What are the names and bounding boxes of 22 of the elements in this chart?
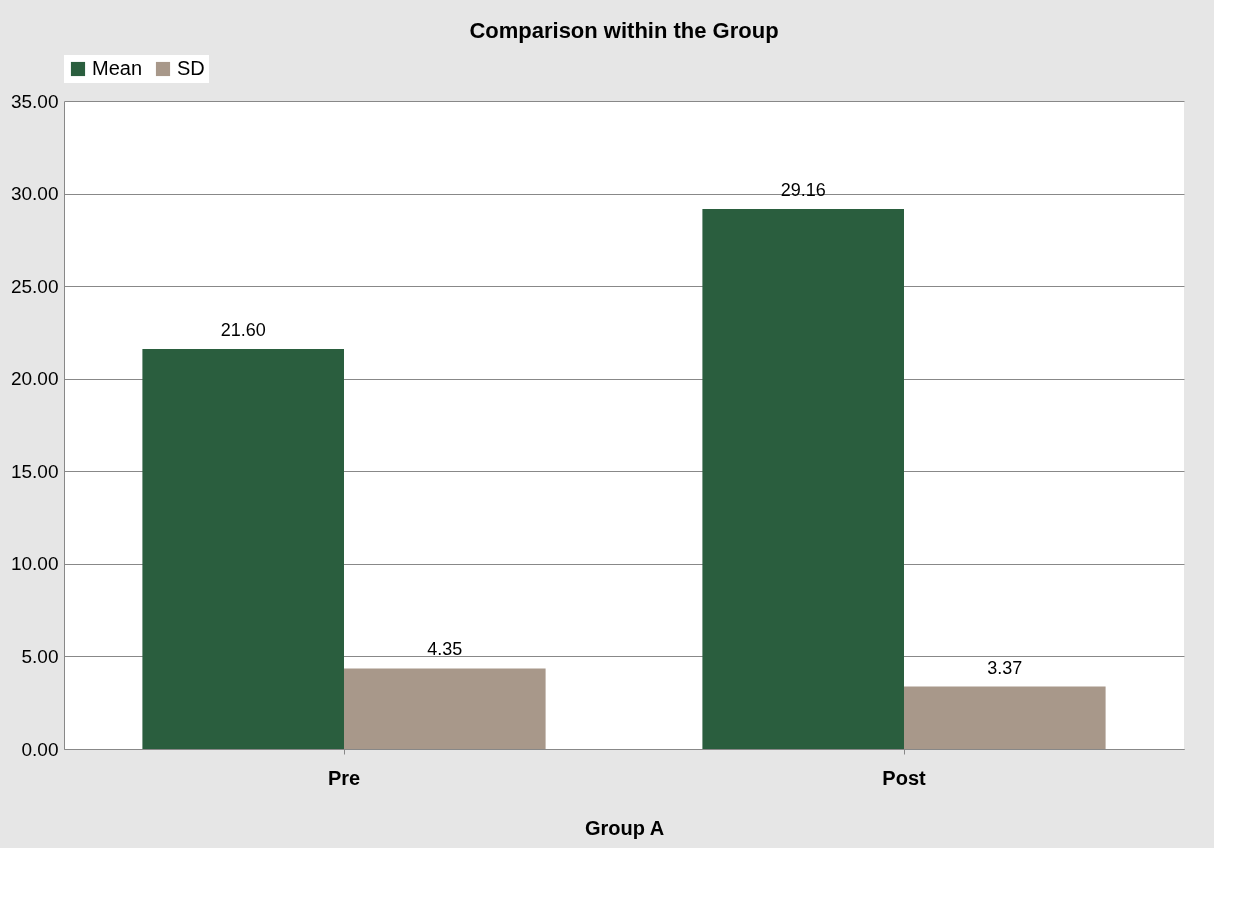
y-tick-label: 35.00 <box>10 90 59 112</box>
y-tick-label: 0.00 <box>21 738 59 760</box>
bar <box>344 668 546 749</box>
bar <box>904 686 1106 749</box>
legend-label: Mean <box>92 57 143 79</box>
data-label: 3.37 <box>987 657 1023 678</box>
y-tick-label: 10.00 <box>10 553 59 575</box>
legend-label: SD <box>177 57 205 79</box>
data-label: 29.16 <box>780 180 826 201</box>
data-label: 4.35 <box>427 639 463 660</box>
x-tick-label: Post <box>882 766 927 789</box>
y-tick-label: 20.00 <box>10 368 59 390</box>
y-tick-label: 25.00 <box>10 275 59 297</box>
y-tick-label: 15.00 <box>10 460 59 482</box>
x-axis-title: Group A <box>584 816 665 839</box>
x-tick-label: Pre <box>327 766 361 789</box>
bar <box>142 349 344 749</box>
data-label: 21.60 <box>220 320 266 341</box>
chart-title: Comparison within the Group <box>469 18 779 43</box>
bar <box>702 209 904 749</box>
y-tick-label: 30.00 <box>10 183 59 205</box>
y-tick-label: 5.00 <box>21 645 59 667</box>
